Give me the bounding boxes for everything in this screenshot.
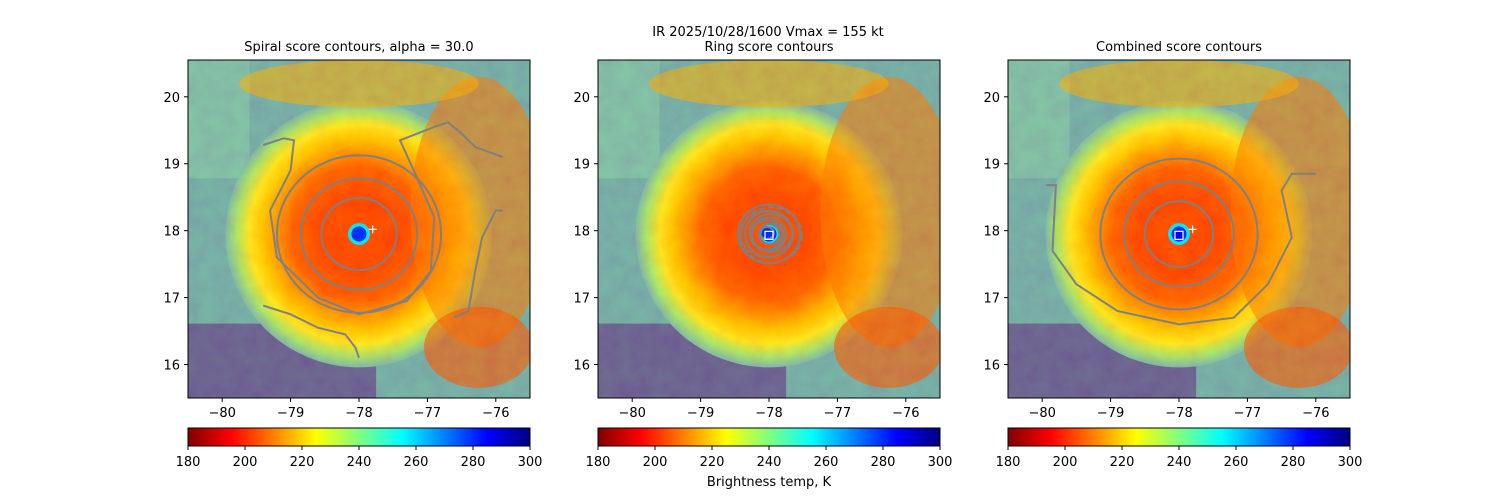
panel-title: Spiral score contours, alpha = 30.0 (244, 40, 473, 55)
colorbar-tick-label: 240 (347, 455, 372, 470)
x-tick-label: −79 (277, 406, 304, 421)
y-tick-label: 17 (163, 292, 180, 307)
colorbar-tick-label: 300 (518, 455, 543, 470)
contour-ring-3 (275, 154, 443, 314)
x-tick-label: −80 (618, 406, 645, 421)
x-tick-label: −78 (755, 406, 782, 421)
contour-outer-3 (454, 209, 503, 319)
y-tick-label: 16 (983, 359, 1000, 374)
colorbar-tick-label: 260 (1224, 455, 1249, 470)
contour-outer (262, 121, 503, 316)
colorbar-tick-label: 280 (1281, 455, 1306, 470)
center-marker (368, 225, 377, 234)
y-tick-label: 18 (163, 225, 180, 240)
x-tick-label: −78 (345, 406, 372, 421)
x-tick-label: −77 (414, 406, 441, 421)
ir-image (1008, 60, 1350, 398)
center-marker (1174, 230, 1184, 240)
contour-ring-2 (1123, 180, 1235, 288)
x-tick-label: −76 (892, 406, 919, 421)
y-tick-label: 18 (983, 225, 1000, 240)
contour-ring-1 (1143, 200, 1215, 268)
y-tick-label: 19 (163, 158, 180, 173)
contour-outer-2 (262, 304, 360, 359)
colorbar-tick-label: 200 (233, 455, 258, 470)
x-tick-label: −79 (687, 406, 714, 421)
colorbar-tick-label: 220 (1110, 455, 1135, 470)
colorbar-tick-label: 220 (290, 455, 315, 470)
y-tick-label: 17 (573, 292, 590, 307)
figure-suptitle: IR 2025/10/28/1600 Vmax = 155 kt (652, 25, 883, 40)
score-contours (737, 203, 803, 265)
y-tick-label: 16 (163, 359, 180, 374)
contour-outer (1045, 172, 1316, 326)
x-tick-label: −77 (824, 406, 851, 421)
colorbar-tick-label: 260 (404, 455, 429, 470)
y-tick-label: 19 (983, 158, 1000, 173)
y-tick-label: 17 (983, 292, 1000, 307)
colorbar-gradient (597, 427, 941, 447)
x-tick-label: −80 (208, 406, 235, 421)
panel-title: Combined score contours (1096, 40, 1262, 55)
colorbar-tick-label: 200 (1053, 455, 1078, 470)
center-marker (764, 230, 774, 240)
colorbar-tick-label: 240 (757, 455, 782, 470)
colorbar-tick-label: 220 (700, 455, 725, 470)
colorbar-tick-label: 240 (1167, 455, 1192, 470)
contour-ring-2 (299, 177, 419, 291)
colorbar-tick-label: 300 (928, 455, 953, 470)
x-tick-label: −79 (1097, 406, 1124, 421)
contour-inner-6 (739, 206, 803, 264)
y-tick-label: 20 (163, 91, 180, 106)
panel-title: Ring score contours (704, 40, 833, 55)
colorbar-tick-label: 300 (1338, 455, 1363, 470)
colorbar-tick-label: 260 (814, 455, 839, 470)
center-marker-2 (1188, 225, 1197, 234)
panel-2: Ring score contours −80 −79 −78 −77 −76 16 17 18… (573, 40, 953, 490)
colorbar-tick-label: 200 (643, 455, 668, 470)
y-tick-label: 16 (573, 359, 590, 374)
y-tick-label: 19 (573, 158, 590, 173)
y-tick-label: 20 (983, 91, 1000, 106)
y-tick-label: 20 (573, 91, 590, 106)
y-tick-label: 18 (573, 225, 590, 240)
panel-1: Spiral score contours, alpha = 30.0 −80 −7… (163, 40, 543, 470)
colorbar: 180 200 220 240 260 280 300 (176, 427, 543, 470)
colorbar-gradient (1007, 427, 1351, 447)
x-tick-label: −80 (1028, 406, 1055, 421)
colorbar-label: Brightness temp, K (707, 475, 832, 490)
colorbar: 180 200 220 240 260 280 300 Brightness temp, K (586, 427, 953, 490)
ir-image (188, 60, 530, 398)
colorbar-tick-label: 280 (461, 455, 486, 470)
x-tick-label: −76 (482, 406, 509, 421)
contour-ring-1 (320, 196, 398, 272)
colorbar-tick-label: 280 (871, 455, 896, 470)
x-tick-label: −77 (1234, 406, 1261, 421)
x-tick-label: −78 (1165, 406, 1192, 421)
panel-3: Combined score contours −80 −79 −78 −77 −76 16… (983, 40, 1363, 470)
x-tick-label: −76 (1302, 406, 1329, 421)
colorbar-gradient (187, 427, 531, 447)
ir-image (598, 60, 940, 398)
contour-ring-3 (1099, 157, 1259, 311)
score-contours (1045, 157, 1316, 326)
colorbar: 180 200 220 240 260 280 300 (996, 427, 1363, 470)
colorbar-tick-label: 180 (586, 455, 611, 470)
colorbar-tick-label: 180 (996, 455, 1021, 470)
score-contours (262, 121, 503, 359)
colorbar-tick-label: 180 (176, 455, 201, 470)
